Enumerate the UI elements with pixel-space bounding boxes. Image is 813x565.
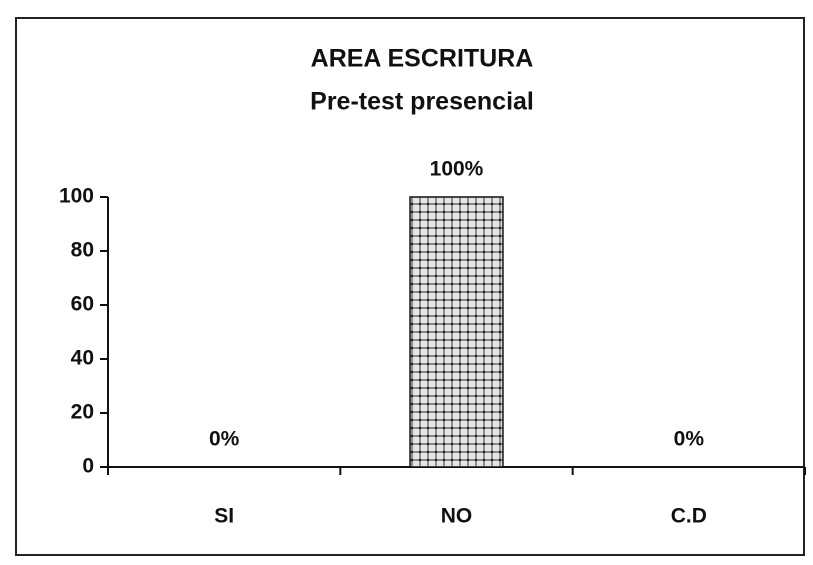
x-tick-label: C.D bbox=[671, 505, 707, 528]
value-label: 0% bbox=[209, 428, 240, 451]
y-tick-label: 100 bbox=[59, 185, 94, 208]
value-label: 100% bbox=[430, 158, 484, 181]
bar bbox=[409, 196, 504, 468]
y-tick-label: 20 bbox=[71, 401, 94, 424]
chart-subtitle: Pre-test presencial bbox=[310, 88, 534, 116]
x-tick-label: NO bbox=[441, 505, 473, 528]
x-tick-label: SI bbox=[214, 505, 234, 528]
chart-title: AREA ESCRITURA bbox=[311, 45, 534, 73]
value-label: 0% bbox=[674, 428, 705, 451]
y-tick-label: 80 bbox=[71, 239, 94, 262]
y-tick-label: 60 bbox=[71, 293, 94, 316]
y-tick-label: 0 bbox=[82, 455, 94, 478]
y-tick-label: 40 bbox=[71, 347, 94, 370]
